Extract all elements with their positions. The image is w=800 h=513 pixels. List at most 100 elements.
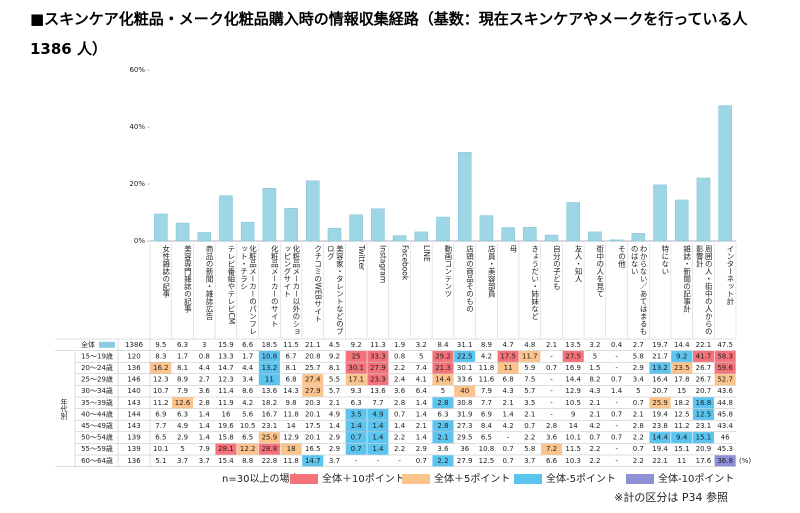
cell-value: 17.1	[348, 376, 364, 384]
highlight-cell	[497, 350, 519, 362]
bar	[479, 215, 494, 242]
cell-value: 4.2	[242, 399, 253, 407]
cell-value: 2.8	[437, 422, 448, 430]
cell-value: 22.5	[457, 352, 473, 360]
legend-label: 全体-5ポイント	[546, 472, 616, 485]
cell-value: 20.7	[696, 387, 712, 395]
cell-value: 2.9	[329, 434, 340, 442]
row-label: 60～64歳	[81, 456, 113, 465]
cell-value: 20.8	[305, 352, 321, 360]
total-value: 11.3	[370, 341, 386, 349]
cell-value: 16.4	[652, 376, 668, 384]
cell-value: 2.8	[437, 399, 448, 407]
highlight-cell	[150, 362, 172, 374]
total-value: 22.1	[696, 341, 712, 349]
cell-value: 4.2	[589, 422, 600, 430]
category-label: 母	[508, 245, 518, 253]
cell-value: 12.3	[153, 376, 169, 384]
cell-value: 6.7	[286, 352, 297, 360]
row-n: 146	[127, 376, 141, 384]
cell-value: 12.2	[240, 445, 256, 453]
category-label: きょうだい・姉妹など	[530, 245, 540, 320]
highlight-cell	[367, 362, 389, 374]
category-label: 動画コンテンツ	[443, 245, 453, 298]
category-label: 雑誌・新聞の記事計	[682, 245, 692, 313]
cell-value: 5	[180, 445, 184, 453]
cell-value: 17.6	[696, 457, 712, 465]
cell-value: 0.7	[589, 434, 600, 442]
cell-value: 11.6	[479, 376, 495, 384]
cell-value: 12.5	[479, 457, 495, 465]
highlight-cell	[345, 362, 367, 374]
cell-value: 17.5	[500, 352, 516, 360]
cell-value: 6.3	[177, 410, 188, 418]
cell-value: 5.8	[633, 352, 644, 360]
cell-value: 2.2	[394, 445, 405, 453]
cell-value: 8.3	[155, 352, 166, 360]
cell-value: 41.7	[696, 352, 712, 360]
total-value: 9.2	[351, 341, 362, 349]
cell-value: 21.7	[652, 352, 668, 360]
total-value: 18.5	[262, 341, 278, 349]
cell-value: 8.4	[481, 422, 493, 430]
cell-value: 11.8	[283, 410, 299, 418]
cell-value: -	[550, 376, 553, 384]
cell-value: 29.5	[457, 434, 473, 442]
cell-value: 2.8	[199, 399, 210, 407]
cell-value: 19.6	[218, 422, 234, 430]
bar	[371, 208, 385, 242]
cell-value: 5.5	[329, 376, 340, 384]
legend-note: n=30以上の場合	[222, 472, 299, 485]
cell-value: 13.2	[262, 364, 278, 372]
cell-value: 3.6	[546, 434, 558, 442]
cell-value: -	[377, 457, 380, 465]
cell-value: 6.5	[155, 434, 166, 442]
footnote: ※計の区分は P34 参照	[614, 490, 728, 504]
highlight-cell	[302, 374, 324, 386]
total-value: 19.7	[652, 341, 668, 349]
bar	[501, 227, 515, 242]
highlight-cell	[562, 350, 584, 362]
bar	[566, 202, 580, 242]
cell-value: 12.6	[175, 399, 191, 407]
cell-value: 15.8	[218, 434, 234, 442]
cell-value: 5.6	[242, 410, 254, 418]
cell-value: 20.1	[305, 410, 321, 418]
highlight-cell	[367, 374, 389, 386]
cell-value: 11	[677, 457, 686, 465]
cell-value: 25.9	[262, 434, 278, 442]
cell-value: 2.2	[633, 434, 644, 442]
highlight-cell	[671, 362, 693, 374]
cell-value: -	[615, 422, 618, 430]
cell-value: 2.1	[329, 399, 340, 407]
bar	[674, 199, 689, 242]
cell-value: 3.4	[242, 376, 254, 384]
bar	[588, 231, 602, 242]
highlight-cell	[454, 385, 476, 397]
bar	[631, 233, 646, 242]
cell-value: 7.9	[481, 387, 492, 395]
cell-value: 7.9	[177, 387, 188, 395]
cell-value: 1.4	[416, 434, 428, 442]
cell-value: 5.7	[329, 387, 340, 395]
cell-value: 18	[287, 445, 296, 453]
cell-value: 4.3	[503, 387, 514, 395]
cell-value: 8.1	[329, 364, 340, 372]
row-n: 139	[127, 445, 140, 453]
row-label: 40～44歳	[81, 409, 113, 418]
cell-value: 2.2	[394, 434, 405, 442]
cell-value: 3.7	[177, 457, 188, 465]
cell-value: 11.9	[218, 399, 234, 407]
cell-value: 13.3	[218, 352, 234, 360]
highlight-cell	[714, 350, 736, 362]
highlight-cell	[302, 385, 324, 397]
cell-value: 45.8	[717, 410, 733, 418]
bar	[436, 216, 450, 242]
cell-value: 2.2	[394, 364, 405, 372]
cell-value: 18.2	[674, 399, 690, 407]
total-value: 8.4	[437, 341, 449, 349]
highlight-cell	[432, 374, 454, 386]
cell-value: 0.7	[611, 376, 622, 384]
cell-value: 11.2	[153, 399, 169, 407]
